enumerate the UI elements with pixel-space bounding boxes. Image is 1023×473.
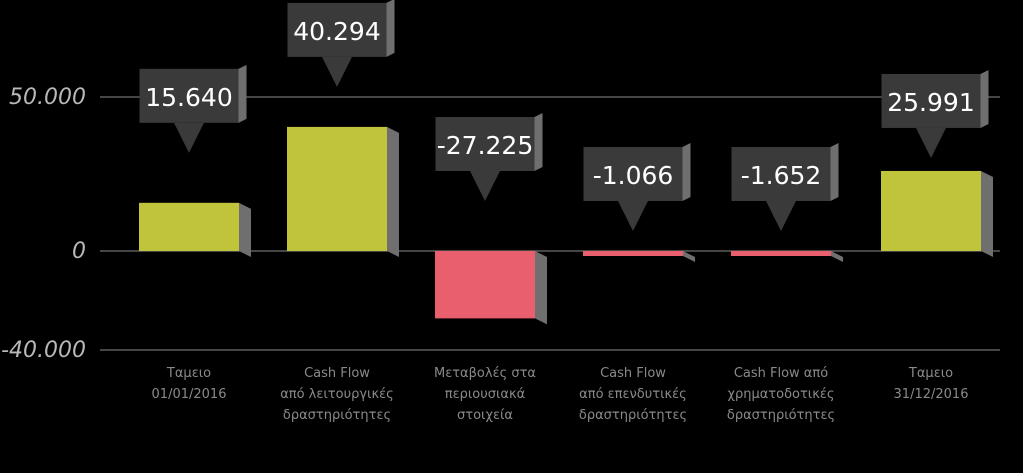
data-label: -1.652 xyxy=(741,161,822,190)
bar xyxy=(435,251,535,319)
category-label-line: χρηματοδοτικές xyxy=(727,387,834,402)
category-labels: Ταμειο 01/01/2016 Cash Flow από λειτουργικέ… xyxy=(152,366,969,423)
bar xyxy=(881,170,981,251)
callout-pointer xyxy=(618,201,648,231)
callout-pointer xyxy=(470,171,500,201)
callout-pointer xyxy=(766,201,796,231)
bar-shadow xyxy=(683,251,695,262)
callout-box xyxy=(287,2,387,57)
category-label-line: από λειτουργικές xyxy=(280,387,394,402)
category-label: Ταμειο 01/01/2016 xyxy=(152,366,227,402)
category-label: Μεταβολές στα περιουσιακά στοιχεία xyxy=(434,366,536,423)
callout-shadow xyxy=(682,143,691,201)
category-label-line: από επενδυτικές xyxy=(579,387,687,402)
category-label-line: περιουσιακά xyxy=(445,387,525,402)
category-label-line: 01/01/2016 xyxy=(152,387,227,402)
bar-shadow xyxy=(535,251,547,325)
callout-shadow xyxy=(386,0,395,57)
category-label-line: Cash Flow από xyxy=(734,366,828,381)
callout-box xyxy=(583,147,683,201)
data-label: -27.225 xyxy=(437,131,534,160)
data-label: 40.294 xyxy=(293,17,380,46)
y-tick-label: -40.000 xyxy=(1,338,86,363)
category-label-line: δραστηριότητες xyxy=(727,408,835,423)
category-label-line: στοιχεία xyxy=(457,408,513,423)
bar-shadow xyxy=(981,170,993,257)
bar-shadow xyxy=(239,202,251,257)
callout-shadow xyxy=(238,64,247,123)
category-label: Ταμειο 31/12/2016 xyxy=(894,366,969,402)
y-axis-ticks: 50.000 0 -40.000 xyxy=(1,85,86,363)
callout-pointer xyxy=(322,56,352,87)
category-label-line: δραστηριότητες xyxy=(283,408,391,423)
bar xyxy=(583,251,683,256)
callout-box xyxy=(139,68,239,123)
callout-pointer xyxy=(174,122,204,153)
bar xyxy=(731,251,831,256)
category-label-line: Cash Flow xyxy=(304,366,370,381)
category-label-line: 31/12/2016 xyxy=(894,387,969,402)
bar-shadow xyxy=(387,126,399,258)
bar xyxy=(139,202,239,251)
bars xyxy=(139,126,993,325)
callout-shadow xyxy=(980,69,989,128)
category-label-line: δραστηριότητες xyxy=(579,408,687,423)
bar-shadow xyxy=(831,251,843,262)
category-label-line: Μεταβολές στα xyxy=(434,366,536,381)
callout-shadow xyxy=(830,143,839,201)
category-label-line: Cash Flow xyxy=(600,366,666,381)
data-label-callouts: 15.640 40.294 -27.225 -1.066 -1.652 25.991 xyxy=(139,0,989,231)
category-label-line: Ταμειο xyxy=(908,366,953,381)
data-label: 15.640 xyxy=(145,83,232,112)
callout-box xyxy=(435,117,535,171)
callout-pointer xyxy=(916,127,946,158)
data-label: 25.991 xyxy=(887,88,974,117)
callout-shadow xyxy=(534,113,543,171)
category-label: Cash Flow από χρηματοδοτικές δραστηριότητε… xyxy=(727,366,835,423)
bar xyxy=(287,126,387,251)
data-label: -1.066 xyxy=(593,161,674,190)
callout-box xyxy=(731,147,831,201)
y-tick-label: 0 xyxy=(72,239,86,264)
callout-box xyxy=(881,73,981,128)
category-label-line: Ταμειο xyxy=(166,366,211,381)
category-label: Cash Flow από λειτουργικές δραστηριότητες xyxy=(280,366,394,423)
category-label: Cash Flow από επενδυτικές δραστηριότητες xyxy=(579,366,687,423)
y-tick-label: 50.000 xyxy=(9,85,86,110)
